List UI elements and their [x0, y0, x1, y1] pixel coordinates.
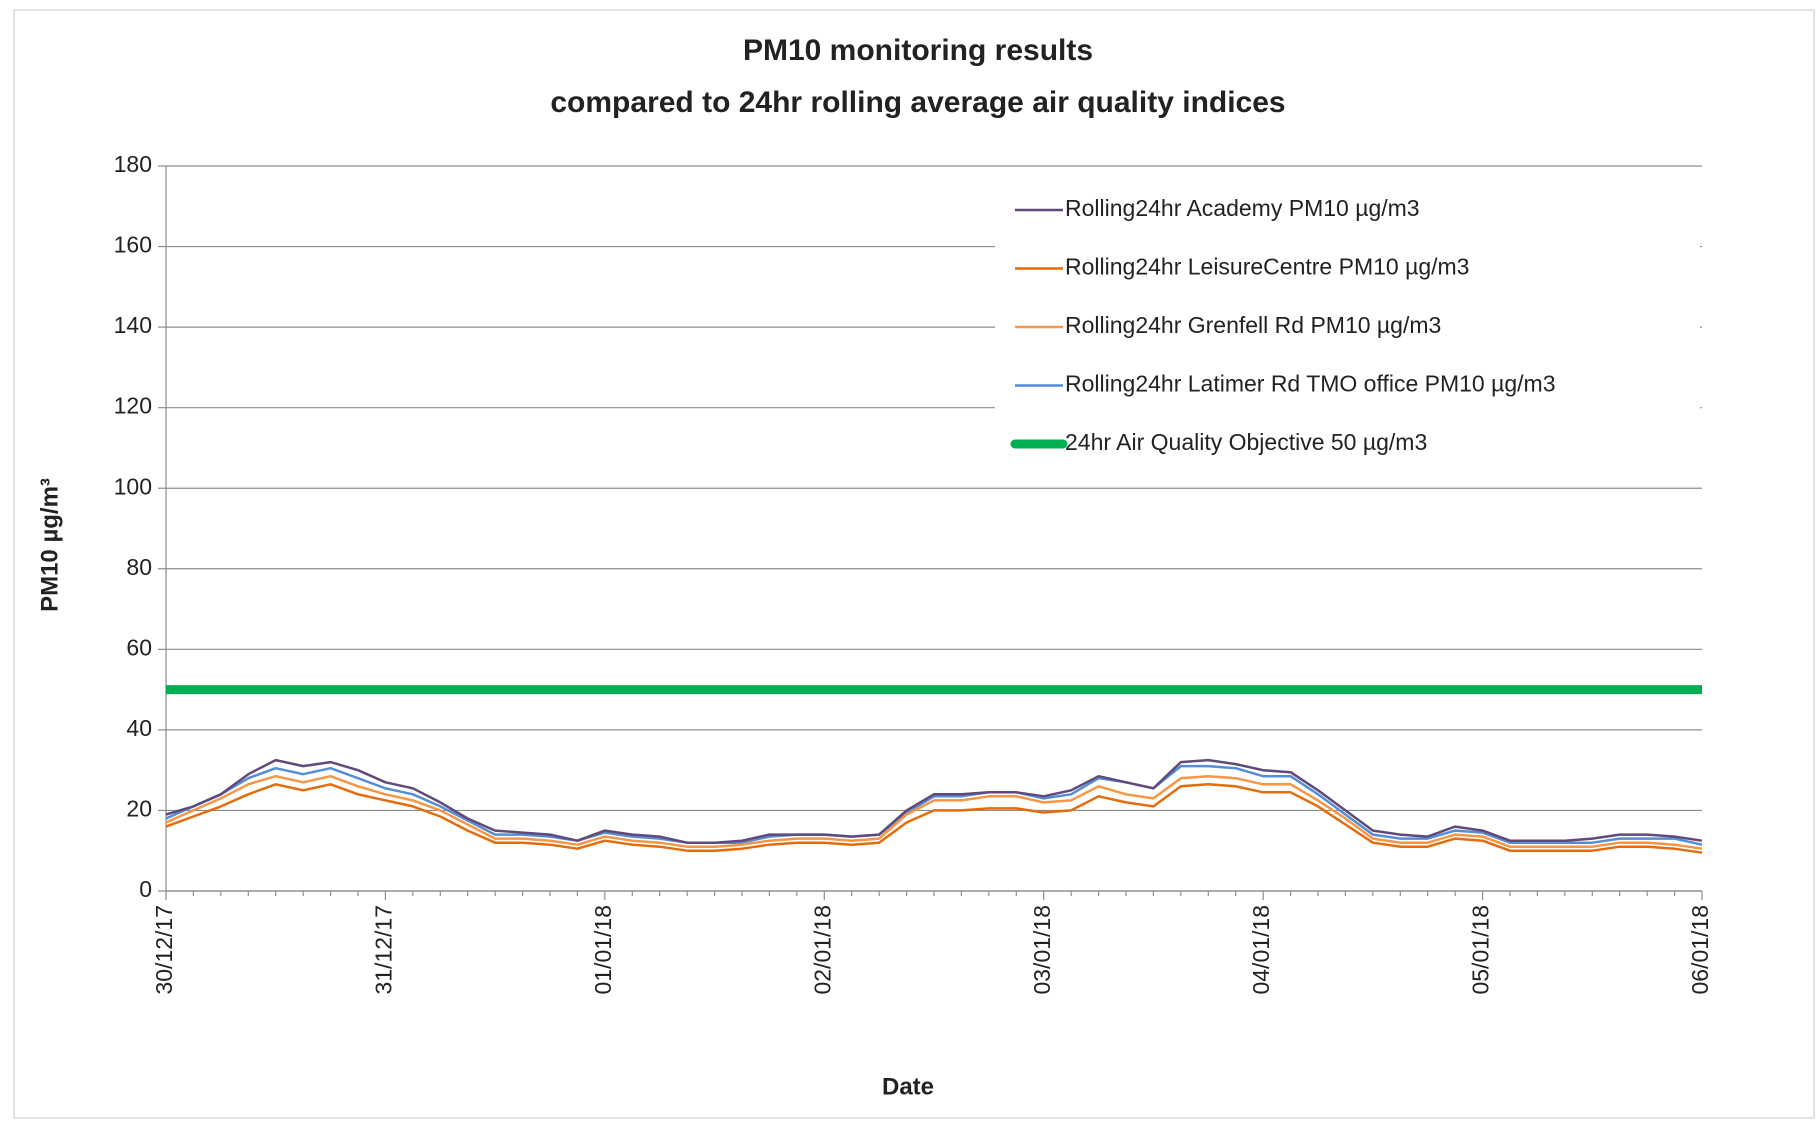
y-tick-label: 160 [114, 232, 152, 258]
series-line [165, 774, 1703, 850]
legend-label: Rolling24hr LeisureCentre PM10 µg/m3 [1065, 254, 1469, 280]
legend-label: Rolling24hr Grenfell Rd PM10 µg/m3 [1065, 312, 1441, 338]
series-line [165, 783, 1703, 854]
series-line [165, 758, 1703, 844]
chart-title: PM10 monitoring results [743, 34, 1093, 67]
x-tick-label: 30/12/17 [151, 905, 177, 995]
series-line [165, 764, 1703, 846]
y-tick-label: 60 [126, 634, 152, 660]
y-tick-label: 100 [114, 473, 152, 499]
x-tick-label: 04/01/18 [1248, 905, 1274, 995]
y-tick-label: 140 [114, 312, 152, 338]
y-tick-label: 20 [126, 796, 152, 822]
x-tick-label: 06/01/18 [1687, 905, 1713, 995]
y-tick-label: 40 [126, 715, 152, 741]
chart-border [13, 9, 1815, 1119]
x-tick-label: 31/12/17 [371, 905, 397, 995]
y-tick-label: 180 [114, 151, 152, 177]
y-tick-label: 120 [114, 393, 152, 419]
legend-label: 24hr Air Quality Objective 50 µg/m3 [1065, 429, 1427, 455]
y-tick-label: 0 [139, 876, 152, 902]
legend-box [995, 180, 1700, 479]
chart-subtitle: compared to 24hr rolling average air qua… [550, 86, 1285, 119]
x-tick-label: 05/01/18 [1468, 905, 1494, 995]
y-axis-title: PM10 µg/m³ [36, 478, 63, 612]
x-tick-label: 02/01/18 [809, 905, 835, 995]
legend-label: Rolling24hr Latimer Rd TMO office PM10 µ… [1065, 371, 1556, 397]
legend-label: Rolling24hr Academy PM10 µg/m3 [1065, 195, 1420, 221]
x-tick-label: 03/01/18 [1029, 905, 1055, 995]
x-axis-title: Date [882, 1073, 934, 1100]
y-tick-label: 80 [126, 554, 152, 580]
x-tick-label: 01/01/18 [590, 905, 616, 995]
